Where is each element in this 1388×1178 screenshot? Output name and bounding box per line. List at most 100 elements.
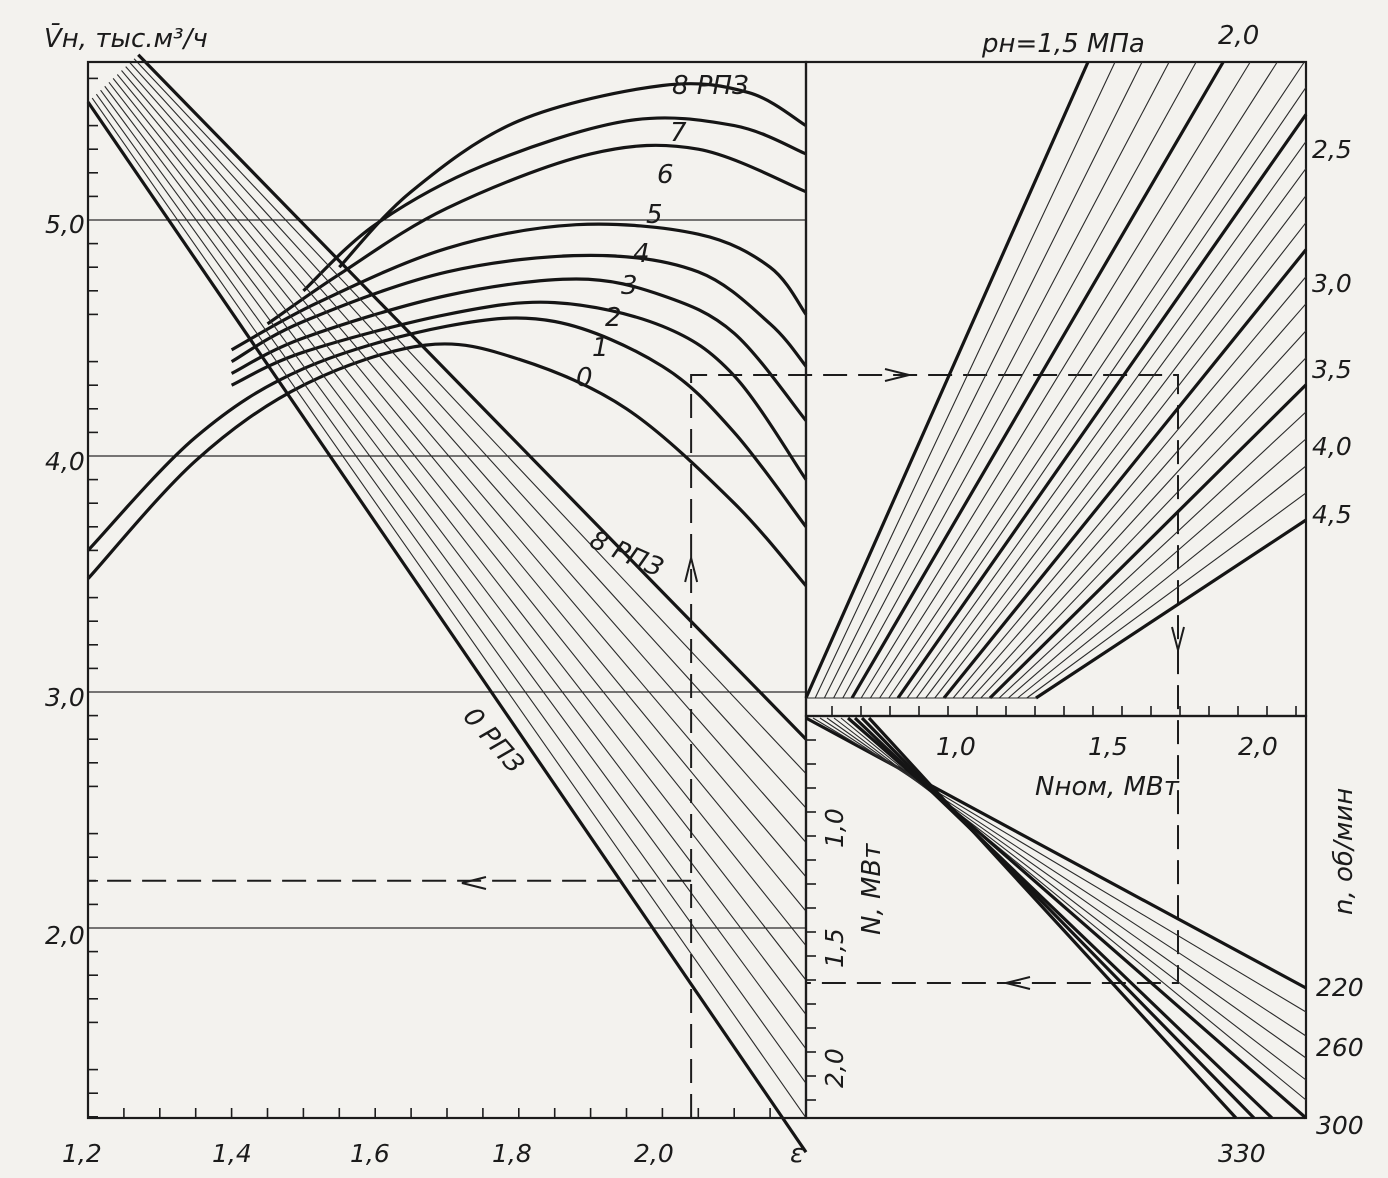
- nnom-tick-2-0: 2,0: [1238, 732, 1278, 761]
- nnom-tick-1-0: 1,0: [936, 732, 976, 761]
- speed-line: [819, 717, 1307, 1037]
- pressure-line: [952, 276, 1307, 699]
- pressure-line: [842, 61, 1197, 699]
- curve-label-7: 7: [670, 118, 687, 148]
- series-curve-0: [86, 342, 808, 587]
- power-vs-speed-panel: [804, 714, 1308, 1120]
- curve-label-3: 3: [621, 271, 638, 301]
- pressure-line: [980, 357, 1307, 699]
- mesh-line: [129, 62, 807, 809]
- arrow-up: [684, 557, 699, 583]
- pressure-tick-3-0: 3,0: [1312, 269, 1352, 298]
- pressure-line: [971, 330, 1307, 699]
- pressure-line: [814, 61, 1116, 699]
- curve-label-8: 8 РПЗ: [672, 71, 749, 101]
- arrow-down: [1171, 626, 1185, 654]
- pressure-line: [998, 411, 1307, 699]
- pressure-line: [860, 61, 1251, 699]
- nnom-tick-1-5: 1,5: [1088, 732, 1128, 761]
- y-axis-title: V̄н, тыс.м³/ч: [44, 22, 208, 54]
- pressure-tick-2-5: 2,5: [1312, 135, 1352, 164]
- curve-label-0: 0: [576, 363, 593, 393]
- pressure-line: [823, 61, 1143, 699]
- n-power-tick-1-5: 1,5: [820, 928, 849, 968]
- mesh-line: [116, 74, 807, 912]
- pressure-line: [915, 168, 1307, 699]
- pressure-line: [850, 61, 1225, 699]
- nnom-axis-title: Nном, МВт: [1035, 772, 1180, 802]
- arrow-right: [884, 368, 910, 382]
- n-power-tick-1-0: 1,0: [820, 808, 849, 848]
- mesh-line: [95, 93, 807, 1084]
- speed-tick-330: 330: [1218, 1139, 1266, 1168]
- curve-label-5: 5: [646, 200, 663, 230]
- speed-tick-260: 260: [1316, 1033, 1364, 1062]
- speed-axis-title: n, об/мин: [1329, 788, 1359, 915]
- y-tick-5-0: 5,0: [45, 210, 85, 239]
- mesh-line: [104, 85, 807, 1015]
- y-tick-4-0: 4,0: [45, 447, 85, 476]
- pressure-line: [942, 248, 1308, 700]
- mesh-line: [91, 97, 807, 1119]
- pressure-line: [906, 141, 1307, 699]
- y-tick-3-0: 3,0: [45, 683, 85, 712]
- pressure-line: [1017, 465, 1307, 699]
- curve-label-2: 2: [605, 303, 622, 333]
- series-curve-6: [266, 143, 807, 326]
- pressure-label-1-5: pн=1,5 МПа: [981, 29, 1145, 59]
- curve-label-4: 4: [633, 239, 650, 269]
- pressure-line: [896, 113, 1308, 699]
- bottom-right-frame: [804, 714, 1308, 1120]
- pressure-line: [1035, 518, 1307, 700]
- y-tick-2-0: 2,0: [45, 921, 85, 950]
- power-vs-pressure-panel: [804, 60, 1308, 718]
- curve-label-6: 6: [657, 160, 674, 190]
- pressure-line: [869, 61, 1278, 699]
- pressure-line: [988, 383, 1308, 700]
- pressure-line: [1008, 438, 1307, 699]
- x-tick-1-8: 1,8: [492, 1139, 532, 1168]
- speed-line: [860, 716, 1256, 1120]
- mesh-line: [121, 70, 807, 878]
- x-tick-1-6: 1,6: [350, 1139, 390, 1168]
- left-panel: [86, 53, 1185, 1154]
- mesh-line: [100, 89, 807, 1050]
- series-curve-8: [338, 82, 807, 269]
- pressure-line: [961, 303, 1307, 699]
- arrow-left-power: [1005, 976, 1031, 990]
- pressure-line: [934, 222, 1307, 699]
- series-curve-7: [302, 116, 807, 292]
- speed-line: [853, 716, 1274, 1120]
- pressure-tick-4-5: 4,5: [1312, 500, 1352, 529]
- n-power-axis-title: N, МВт: [857, 843, 887, 935]
- x-axis-title-epsilon: ε: [790, 1139, 804, 1169]
- series-curve-4: [230, 253, 808, 368]
- dashed-reading-path: [690, 374, 1179, 1118]
- pressure-tick-4-0: 4,0: [1312, 432, 1352, 461]
- pressure-line: [804, 61, 1090, 699]
- x-tick-1-2: 1,2: [62, 1139, 102, 1168]
- series-curve-2: [230, 300, 808, 481]
- speed-line: [833, 717, 1307, 1081]
- pressure-line: [888, 87, 1307, 699]
- curve-label-1: 1: [592, 333, 609, 363]
- pressure-line: [1026, 492, 1307, 699]
- x-tick-1-4: 1,4: [212, 1139, 252, 1168]
- series-curve-1: [86, 316, 808, 552]
- pressure-tick-3-5: 3,5: [1312, 355, 1352, 384]
- mesh-line: [133, 58, 807, 774]
- speed-tick-300: 300: [1316, 1111, 1364, 1140]
- pressure-line: [879, 61, 1305, 699]
- arrow-left-result: [461, 876, 487, 890]
- series-curve-10: [137, 53, 808, 741]
- pressure-label-2-0: 2,0: [1218, 21, 1259, 51]
- n-power-tick-2-0: 2,0: [820, 1048, 849, 1088]
- mesh-line: [112, 78, 807, 947]
- x-tick-2-0: 2,0: [634, 1139, 674, 1168]
- speed-line: [867, 716, 1238, 1120]
- speed-line: [826, 717, 1307, 1059]
- series-curve-3: [230, 277, 808, 422]
- pressure-line: [925, 195, 1307, 699]
